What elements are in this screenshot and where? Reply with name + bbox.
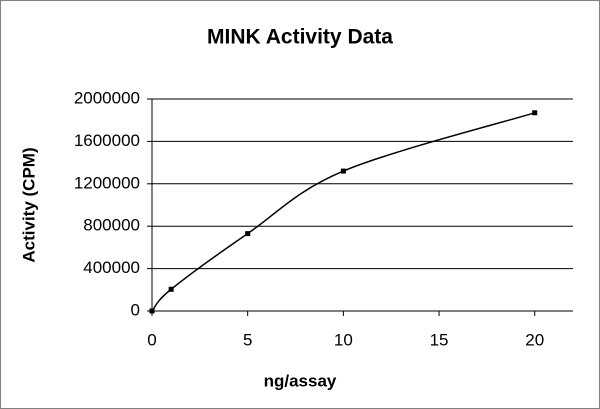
x-tick-label: 5 xyxy=(243,330,252,349)
marker xyxy=(168,286,174,292)
y-axis-label: Activity (CPM) xyxy=(19,147,38,262)
x-tick-label: 20 xyxy=(525,330,544,349)
y-tick-label: 1600000 xyxy=(74,131,140,150)
marker xyxy=(149,308,155,314)
y-tick-label: 400000 xyxy=(83,258,140,277)
marker xyxy=(532,110,538,116)
x-tick-label: 15 xyxy=(430,330,449,349)
x-tick-label: 10 xyxy=(334,330,353,349)
x-tick-label: 0 xyxy=(147,330,156,349)
y-tick-label: 800000 xyxy=(83,216,140,235)
x-axis-label: ng/assay xyxy=(264,371,337,390)
marker xyxy=(245,231,251,237)
y-tick-label: 2000000 xyxy=(74,88,140,107)
chart-title: MINK Activity Data xyxy=(207,26,393,49)
y-tick-label: 1200000 xyxy=(74,173,140,192)
y-tick-label: 0 xyxy=(131,300,140,319)
marker xyxy=(340,168,346,174)
